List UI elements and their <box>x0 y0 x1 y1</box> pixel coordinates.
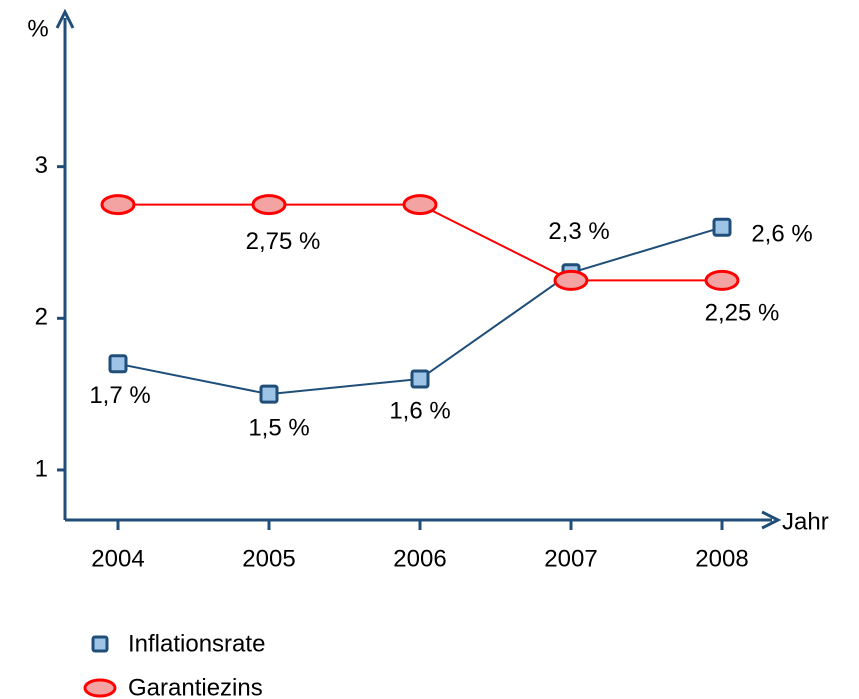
y-axis-arrow <box>55 8 75 29</box>
x-axis-label: Jahr <box>782 508 829 535</box>
marker <box>402 194 438 216</box>
x-tick-label: 2004 <box>91 545 144 572</box>
x-axis-arrow <box>761 510 782 530</box>
legend-label: Garantiezins <box>128 674 263 699</box>
y-tick-label: 2 <box>35 304 48 331</box>
marker <box>100 194 136 216</box>
marker <box>251 194 287 216</box>
legend-marker <box>83 678 117 698</box>
data-label: 2,25 % <box>705 300 780 327</box>
data-label: 1,5 % <box>248 414 309 441</box>
legend-label: Inflationsrate <box>128 630 265 657</box>
y-tick-label: 1 <box>35 455 48 482</box>
x-tick-label: 2008 <box>695 545 748 572</box>
x-tick-label: 2007 <box>544 545 597 572</box>
series-line <box>117 226 723 396</box>
data-label: 1,6 % <box>389 397 450 424</box>
data-label: 2,6 % <box>751 221 812 248</box>
data-label: 2,75 % <box>246 228 321 255</box>
series-line <box>118 203 722 282</box>
legend-marker <box>91 635 109 653</box>
x-tick-label: 2005 <box>242 545 295 572</box>
x-tick-label: 2006 <box>393 545 446 572</box>
data-label: 2,3 % <box>548 218 609 245</box>
y-tick-label: 3 <box>35 152 48 179</box>
marker <box>553 269 589 291</box>
data-label: 1,7 % <box>89 382 150 409</box>
marker <box>410 369 430 389</box>
marker <box>704 269 740 291</box>
y-axis-label: % <box>27 15 48 42</box>
marker <box>108 354 128 374</box>
marker <box>259 384 279 404</box>
marker <box>712 217 732 237</box>
